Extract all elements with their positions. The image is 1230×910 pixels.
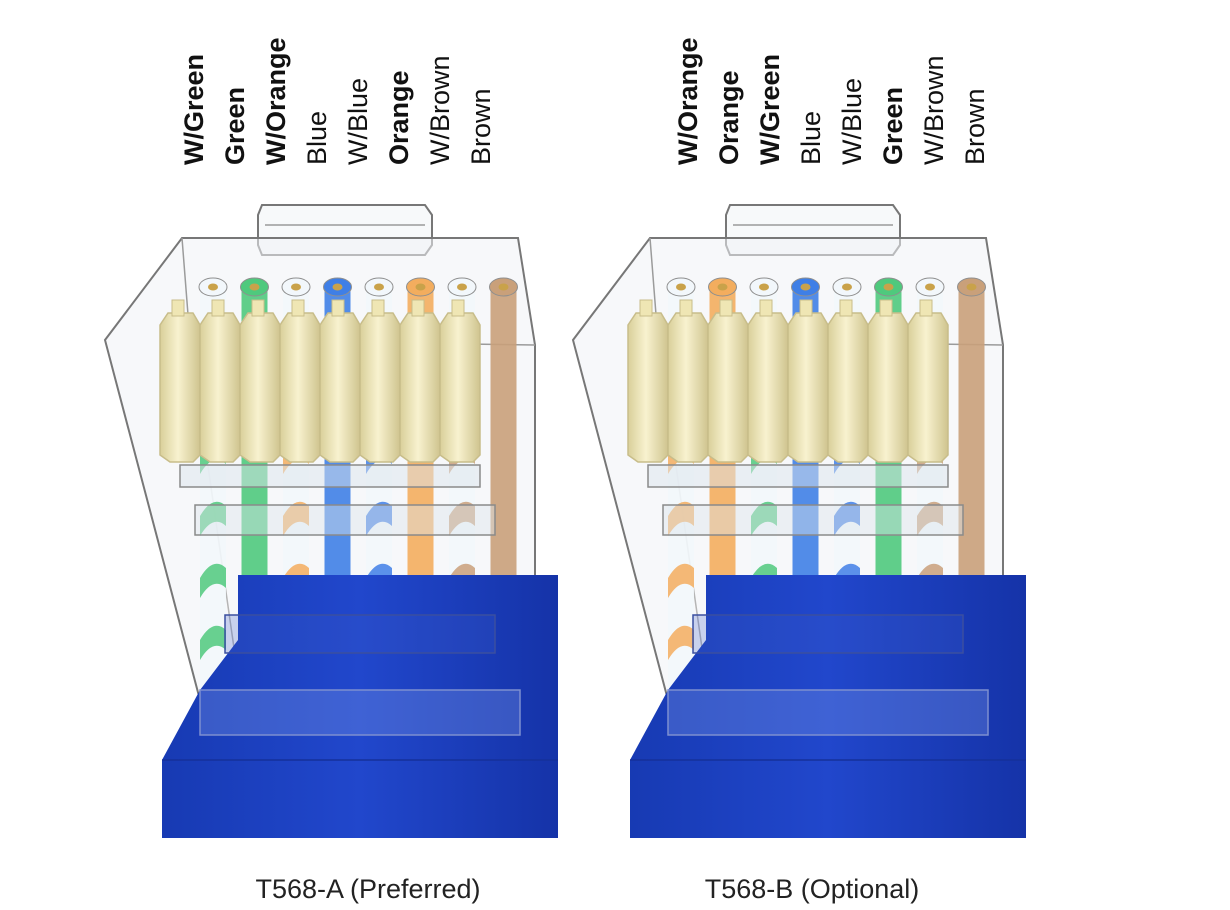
wire-core bbox=[883, 283, 894, 291]
wire-stripe bbox=[917, 501, 943, 536]
contact-tip bbox=[839, 299, 853, 317]
contact-pin-b-3 bbox=[707, 312, 749, 463]
wire-core bbox=[800, 283, 811, 291]
wire-label-b-7: W/Brown bbox=[919, 55, 949, 165]
wire-stripe bbox=[283, 501, 309, 536]
contact-pin-b-2 bbox=[667, 312, 709, 463]
contact-pin-a-7 bbox=[399, 312, 441, 463]
contact-tip bbox=[759, 299, 773, 317]
contact-tip bbox=[411, 299, 425, 317]
wire-core bbox=[457, 283, 467, 291]
wire-core bbox=[374, 283, 384, 291]
contact-tip bbox=[799, 299, 813, 317]
wire-label-b-6: Green bbox=[878, 87, 908, 165]
contact-pin-b-1 bbox=[627, 312, 669, 463]
strain-relief bbox=[692, 614, 964, 654]
wire-stripe bbox=[200, 501, 226, 536]
connector-t568b: W/Orange Orange W/Green Blue W/Blue Green W/Br… bbox=[571, 37, 1026, 838]
contact-pin-a-1 bbox=[159, 312, 201, 463]
wire-stripe bbox=[668, 501, 694, 536]
wire-stripe bbox=[668, 563, 694, 598]
contact-tip bbox=[251, 299, 265, 317]
contact-tip bbox=[331, 299, 345, 317]
contact-tip bbox=[719, 299, 733, 317]
contact-pin-a-5 bbox=[319, 312, 361, 463]
cable-boot bbox=[630, 575, 1026, 838]
contact-tip bbox=[679, 299, 693, 317]
contact-pin-b-5 bbox=[787, 312, 829, 463]
contact-pin-a-2 bbox=[199, 312, 241, 463]
contact-pin-a-3 bbox=[239, 312, 281, 463]
wire-core bbox=[291, 283, 301, 291]
strain-relief bbox=[224, 614, 496, 654]
plug-body-base bbox=[199, 689, 521, 736]
wire-label-b-1: W/Orange bbox=[673, 37, 703, 165]
contact-tip bbox=[451, 299, 465, 317]
wire-core bbox=[717, 283, 728, 291]
wire-stripe bbox=[751, 501, 777, 536]
contact-tip bbox=[211, 299, 225, 317]
connector-t568a: W/Green Green W/Orange Blue W/Blue Orange W/Br… bbox=[103, 37, 558, 838]
wire-core bbox=[966, 283, 977, 291]
plug-body-base bbox=[667, 689, 989, 736]
wire-core bbox=[498, 283, 509, 291]
contact-tip bbox=[879, 299, 893, 317]
wire-label-a-2: Green bbox=[220, 87, 250, 165]
contact-tip bbox=[639, 299, 653, 317]
wire-label-a-6: Orange bbox=[384, 70, 414, 165]
strain-bar-lower bbox=[194, 504, 496, 536]
contact-pin-b-4 bbox=[747, 312, 789, 463]
wire-stripe bbox=[834, 501, 860, 536]
wire-label-a-5: W/Blue bbox=[343, 78, 373, 165]
wire-core bbox=[249, 283, 260, 291]
cable-boot bbox=[162, 575, 558, 838]
wire-label-b-3: W/Green bbox=[755, 54, 785, 165]
caption-t568a: T568-A (Preferred) bbox=[255, 874, 480, 904]
contact-tip bbox=[919, 299, 933, 317]
wire-stripe bbox=[200, 563, 226, 598]
wire-core bbox=[415, 283, 426, 291]
wire-stripe bbox=[200, 625, 226, 660]
contact-pin-b-7 bbox=[867, 312, 909, 463]
contact-pin-a-8 bbox=[439, 312, 481, 463]
wire-core bbox=[925, 283, 935, 291]
contact-pin-b-6 bbox=[827, 312, 869, 463]
wire-core bbox=[676, 283, 686, 291]
strain-bar-upper bbox=[179, 464, 481, 488]
wire-label-b-5: W/Blue bbox=[837, 78, 867, 165]
wire-core bbox=[842, 283, 852, 291]
wire-label-a-3: W/Orange bbox=[261, 37, 291, 165]
wire-core bbox=[208, 283, 218, 291]
strain-bar-lower bbox=[662, 504, 964, 536]
wire-stripe bbox=[366, 501, 392, 536]
wire-label-a-7: W/Brown bbox=[425, 55, 455, 165]
strain-bar-upper bbox=[647, 464, 949, 488]
wire-core bbox=[759, 283, 769, 291]
contact-tip bbox=[291, 299, 305, 317]
wire-label-b-4: Blue bbox=[796, 111, 826, 165]
wire-stripe bbox=[449, 501, 475, 536]
wire-label-b-2: Orange bbox=[714, 70, 744, 165]
caption-t568b: T568-B (Optional) bbox=[705, 874, 920, 904]
contact-pin-a-4 bbox=[279, 312, 321, 463]
contact-tip bbox=[371, 299, 385, 317]
wire-stripe bbox=[668, 625, 694, 660]
contact-tip bbox=[171, 299, 185, 317]
wire-label-a-8: Brown bbox=[466, 88, 496, 165]
wire-label-a-4: Blue bbox=[302, 111, 332, 165]
wire-label-a-1: W/Green bbox=[179, 54, 209, 165]
wire-core bbox=[332, 283, 343, 291]
contact-pin-a-6 bbox=[359, 312, 401, 463]
wire-label-b-8: Brown bbox=[960, 88, 990, 165]
contact-pin-b-8 bbox=[907, 312, 949, 463]
